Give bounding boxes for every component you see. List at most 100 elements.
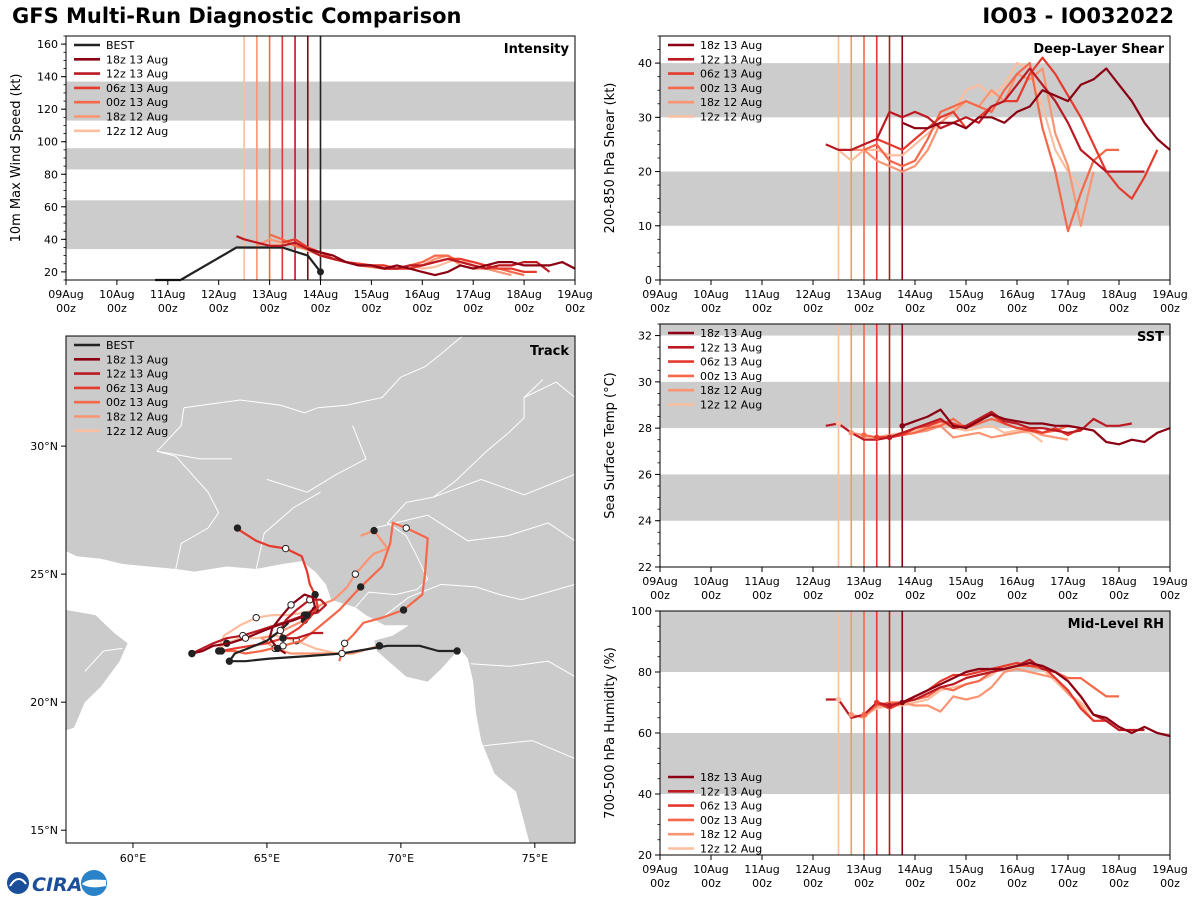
x-tick-label: 13Aug — [252, 288, 287, 301]
x-tick-label: 14Aug — [897, 863, 932, 876]
x-tick-label: 18Aug — [1101, 863, 1136, 876]
y-tick-label: 0 — [645, 274, 652, 287]
track-marker — [273, 644, 282, 653]
legend-label: 00z 13 Aug — [700, 370, 762, 383]
logo-text: CIRA — [32, 874, 82, 896]
x-tick-label: 00z — [956, 589, 976, 602]
x-tick-label: 00z — [565, 302, 585, 315]
x-tick-label: 00z — [854, 302, 874, 315]
y-tick-label: 40 — [638, 57, 652, 70]
map-layer — [66, 336, 575, 843]
track-marker — [303, 611, 311, 619]
y-tick-label: 15°N — [30, 824, 58, 837]
legend-label: 18z 13 Aug — [700, 39, 762, 52]
legend-label: 18z 12 Aug — [700, 96, 762, 109]
x-tick-label: 09Aug — [642, 575, 677, 588]
y-tick-label: 160 — [37, 38, 58, 51]
y-tick-label: 40 — [44, 233, 58, 246]
legend-label: 00z 13 Aug — [700, 814, 762, 827]
legend-label: 12z 13 Aug — [106, 368, 168, 381]
country-border — [266, 425, 367, 493]
threshold-band — [660, 63, 1170, 118]
chart-track: 60°E 65°E 70°E 75°E 15°N 20°N 25°N 30°N Track BES… — [30, 335, 576, 865]
legend-label: 18z 12 Aug — [700, 828, 762, 841]
x-tick-label: 00z — [752, 302, 772, 315]
x-tick-label: 17Aug — [1050, 863, 1085, 876]
y-tick-label: 140 — [37, 71, 58, 84]
panel-title: Intensity — [504, 42, 570, 57]
y-tick-label: 30 — [638, 376, 652, 389]
bird-icon — [82, 879, 106, 888]
x-tick-label: 00z — [701, 302, 721, 315]
y-tick-label: 22 — [638, 561, 652, 574]
x-tick-label: 16Aug — [999, 288, 1034, 301]
threshold-band — [660, 611, 1170, 672]
x-tick-label: 15Aug — [948, 575, 983, 588]
x-tick-label: 00z — [1109, 302, 1129, 315]
land-india-pakistan — [66, 336, 575, 843]
x-tick-label: 19Aug — [557, 288, 592, 301]
threshold-band — [660, 324, 1170, 336]
x-tick-label: 11Aug — [150, 288, 185, 301]
y-tick-label: 26 — [638, 468, 652, 481]
legend-label: 12z 13 Aug — [106, 68, 168, 81]
x-tick-label: 00z — [412, 302, 432, 315]
legend-label: 12z 13 Aug — [700, 53, 762, 66]
legend-label: 06z 13 Aug — [106, 82, 168, 95]
track-marker — [281, 544, 290, 553]
x-tick-label: 19Aug — [1152, 863, 1187, 876]
y-axis-label: 200-850 hPa Shear (kt) — [603, 83, 618, 234]
chart-shear: 01020304009Aug00z10Aug00z11Aug00z12Aug00… — [603, 35, 1188, 315]
y-tick-label: 80 — [638, 666, 652, 679]
country-border — [183, 336, 463, 414]
x-tick-label: 13Aug — [846, 575, 881, 588]
track-marker — [252, 613, 260, 622]
y-tick-label: 80 — [44, 168, 58, 181]
threshold-band — [660, 171, 1170, 226]
series-marker — [899, 699, 906, 706]
legend-label: 06z 13 Aug — [700, 800, 762, 813]
track-marker — [311, 590, 319, 599]
track-marker — [351, 570, 360, 578]
x-tick-label: 15Aug — [948, 863, 983, 876]
series-marker — [861, 432, 867, 438]
series-line — [236, 235, 551, 273]
x-tick-label: 09Aug — [642, 863, 677, 876]
x-tick-label: 19Aug — [1152, 288, 1187, 301]
series-line — [307, 248, 576, 277]
country-border — [157, 450, 233, 460]
series-line — [901, 408, 1171, 446]
x-tick-label: 00z — [362, 302, 382, 315]
track-marker — [399, 606, 408, 614]
legend-label: 12z 12 Aug — [700, 399, 762, 412]
series-marker — [873, 699, 880, 706]
y-tick-label: 120 — [37, 103, 58, 116]
track-marker — [188, 649, 196, 658]
track-marker — [340, 639, 349, 647]
y-tick-label: 20°N — [30, 696, 58, 709]
x-tick-label: 10Aug — [693, 288, 728, 301]
track-marker — [370, 526, 378, 535]
y-tick-label: 40 — [638, 788, 652, 801]
globe-icon — [7, 872, 29, 894]
x-tick-label: 00z — [905, 302, 925, 315]
x-tick-label: 00z — [956, 302, 976, 315]
plot-frame — [65, 335, 576, 844]
series-marker — [848, 711, 855, 718]
x-tick-label: 00z — [854, 589, 874, 602]
x-tick-label: 00z — [260, 302, 280, 315]
x-tick-label: 12Aug — [795, 863, 830, 876]
x-tick-label: 00z — [1007, 589, 1027, 602]
track-marker — [225, 657, 234, 665]
series-marker — [317, 268, 324, 276]
series-marker — [848, 429, 855, 436]
track-marker — [287, 601, 295, 609]
x-tick-label: 00z — [650, 877, 670, 890]
threshold-band — [660, 733, 1170, 794]
x-tick-label: 00z — [701, 877, 721, 890]
series-marker — [899, 423, 906, 429]
legend-label: 12z 13 Aug — [700, 785, 762, 798]
series-line — [901, 661, 1171, 738]
legend-label: 12z 12 Aug — [700, 111, 762, 124]
